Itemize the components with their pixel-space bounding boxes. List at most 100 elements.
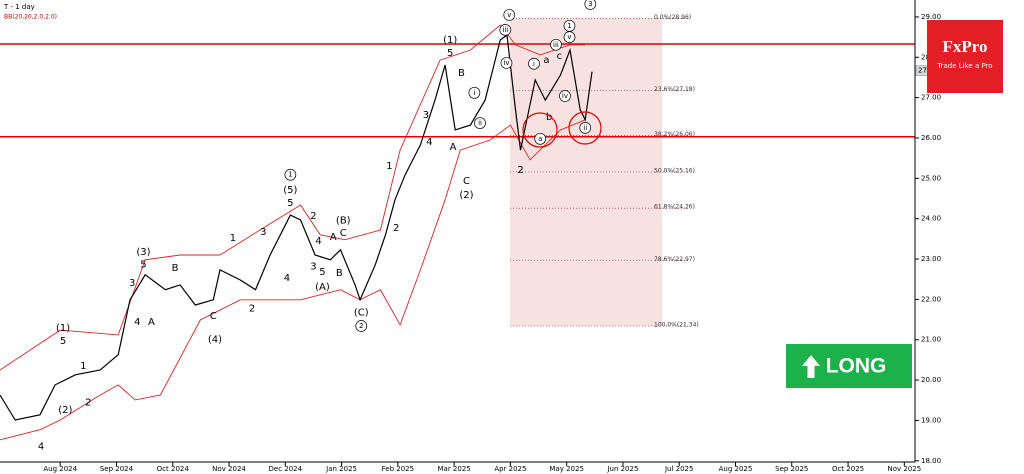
indicator-label: BB(20,20,2.0,2.0) bbox=[4, 14, 57, 21]
y-tick-label: 25.00 bbox=[921, 174, 941, 182]
wave-label: C bbox=[463, 176, 470, 187]
wave-label: (5) bbox=[283, 185, 297, 196]
y-tick-label: 20.00 bbox=[921, 376, 941, 384]
wave-label: (C) bbox=[354, 308, 369, 319]
wave-label: 1 bbox=[288, 171, 292, 179]
y-tick-label: 23.00 bbox=[921, 255, 941, 263]
wave-label: 5 bbox=[447, 48, 453, 59]
y-tick-label: 18.00 bbox=[921, 457, 941, 465]
x-tick-label: Sep 2025 bbox=[775, 465, 808, 473]
bollinger-band bbox=[0, 119, 586, 441]
wave-label: 3 bbox=[310, 262, 316, 273]
x-tick-label: Jun 2025 bbox=[606, 465, 638, 473]
wave-label: 1 bbox=[80, 361, 86, 372]
wave-label: b bbox=[546, 112, 552, 123]
wave-label: A bbox=[330, 232, 337, 243]
x-tick-label: Oct 2025 bbox=[832, 465, 864, 473]
x-tick-label: Jul 2025 bbox=[664, 465, 694, 473]
y-tick-label: 29.00 bbox=[921, 13, 941, 21]
wave-label: 5 bbox=[319, 267, 325, 278]
annotation-circle bbox=[550, 38, 562, 51]
wave-label: 5 bbox=[60, 336, 66, 347]
x-tick-label: Aug 2024 bbox=[43, 465, 77, 473]
wave-label: c bbox=[557, 51, 563, 62]
wave-label: 2 bbox=[249, 304, 255, 315]
annotation-circle bbox=[468, 86, 481, 99]
wave-label: iv bbox=[503, 59, 509, 67]
wave-label: 4 bbox=[38, 442, 44, 453]
highlight-circle bbox=[522, 112, 558, 148]
signal-button: LONG bbox=[786, 344, 912, 388]
logo-box bbox=[927, 20, 1003, 93]
wave-label: ii bbox=[583, 124, 587, 132]
annotation-circle bbox=[284, 168, 297, 181]
fib-zone-layer: 0.0%(28.96) 23.6%(27.18) 38.2%(26.06) 50.0%… bbox=[510, 14, 699, 329]
wave-label: (A) bbox=[315, 282, 330, 293]
annotation-circle bbox=[559, 90, 571, 102]
annotation-circle bbox=[499, 24, 512, 36]
wave-label: 2 bbox=[393, 223, 399, 234]
wave-label: 4 bbox=[426, 137, 432, 148]
wave-label: (1) bbox=[443, 35, 457, 46]
wave-label: 3 bbox=[423, 110, 429, 121]
wave-label: 1 bbox=[567, 22, 571, 30]
wave-label: 2 bbox=[85, 398, 91, 409]
price-line bbox=[0, 34, 593, 421]
fib-label: 61.8%(24.26) bbox=[654, 204, 695, 211]
x-tick-label: Dec 2024 bbox=[269, 465, 303, 473]
annotation-circle bbox=[355, 320, 368, 332]
signal-label: LONG bbox=[826, 355, 887, 378]
wave-label: i bbox=[533, 60, 535, 68]
bollinger-band bbox=[0, 24, 586, 371]
wave-label: iii bbox=[502, 26, 508, 34]
x-tick-label: May 2025 bbox=[549, 465, 584, 473]
annotation-circle bbox=[563, 19, 576, 32]
annotation-circle bbox=[503, 9, 516, 21]
y-tick-label: 26.00 bbox=[921, 134, 941, 142]
annotation-circle bbox=[584, 0, 597, 10]
wave-label: iii bbox=[553, 41, 559, 49]
wave-label: (2) bbox=[58, 405, 72, 416]
x-tick-label: Nov 2025 bbox=[887, 465, 921, 473]
x-tick-label: Jan 2025 bbox=[325, 465, 357, 473]
wave-label: (3) bbox=[136, 247, 150, 258]
y-tick-label: 27.00 bbox=[921, 94, 941, 102]
wave-label: 2 bbox=[517, 165, 523, 176]
chart-title: T - 1 day bbox=[3, 3, 35, 11]
wave-label: a bbox=[538, 135, 542, 143]
wave-label: A bbox=[450, 142, 457, 153]
annotation-circle bbox=[534, 132, 547, 145]
annotation-circle bbox=[474, 117, 486, 129]
fib-label: 23.6%(27.18) bbox=[654, 86, 695, 93]
wave-label: (4) bbox=[208, 335, 222, 346]
logo-name: FxPro bbox=[942, 37, 987, 56]
wave-label: 5 bbox=[287, 198, 293, 209]
wave-label: 1 bbox=[386, 161, 392, 172]
up-arrow bbox=[802, 355, 820, 378]
wave-label: v bbox=[567, 33, 571, 41]
wave-label: v bbox=[507, 11, 511, 19]
wave-label: ii bbox=[478, 119, 482, 127]
wave-label: B bbox=[458, 68, 465, 79]
logo-tagline: Trade Like a Pro bbox=[936, 62, 992, 70]
wave-label: (1) bbox=[56, 323, 70, 334]
wave-label: i bbox=[473, 89, 475, 97]
wave-label: 2 bbox=[310, 211, 316, 222]
wave-label: 3 bbox=[588, 0, 592, 8]
wave-label: 4 bbox=[134, 317, 140, 328]
annotation-circle bbox=[528, 57, 540, 70]
wave-label: C bbox=[210, 311, 217, 322]
fib-label: 0.0%(28.96) bbox=[654, 14, 691, 21]
wave-label: a bbox=[543, 55, 549, 66]
price-layer bbox=[0, 24, 915, 441]
wave-label: iv bbox=[562, 92, 568, 100]
wave-label: 4 bbox=[315, 236, 321, 247]
annotation-circle bbox=[579, 122, 592, 134]
wave-label: (2) bbox=[459, 190, 473, 201]
wave-label: C bbox=[340, 228, 347, 239]
highlight-circle bbox=[568, 111, 602, 145]
y-tick-label: 21.00 bbox=[921, 336, 941, 344]
wave-label: 3 bbox=[129, 278, 135, 289]
wave-label: 2 bbox=[359, 322, 363, 330]
